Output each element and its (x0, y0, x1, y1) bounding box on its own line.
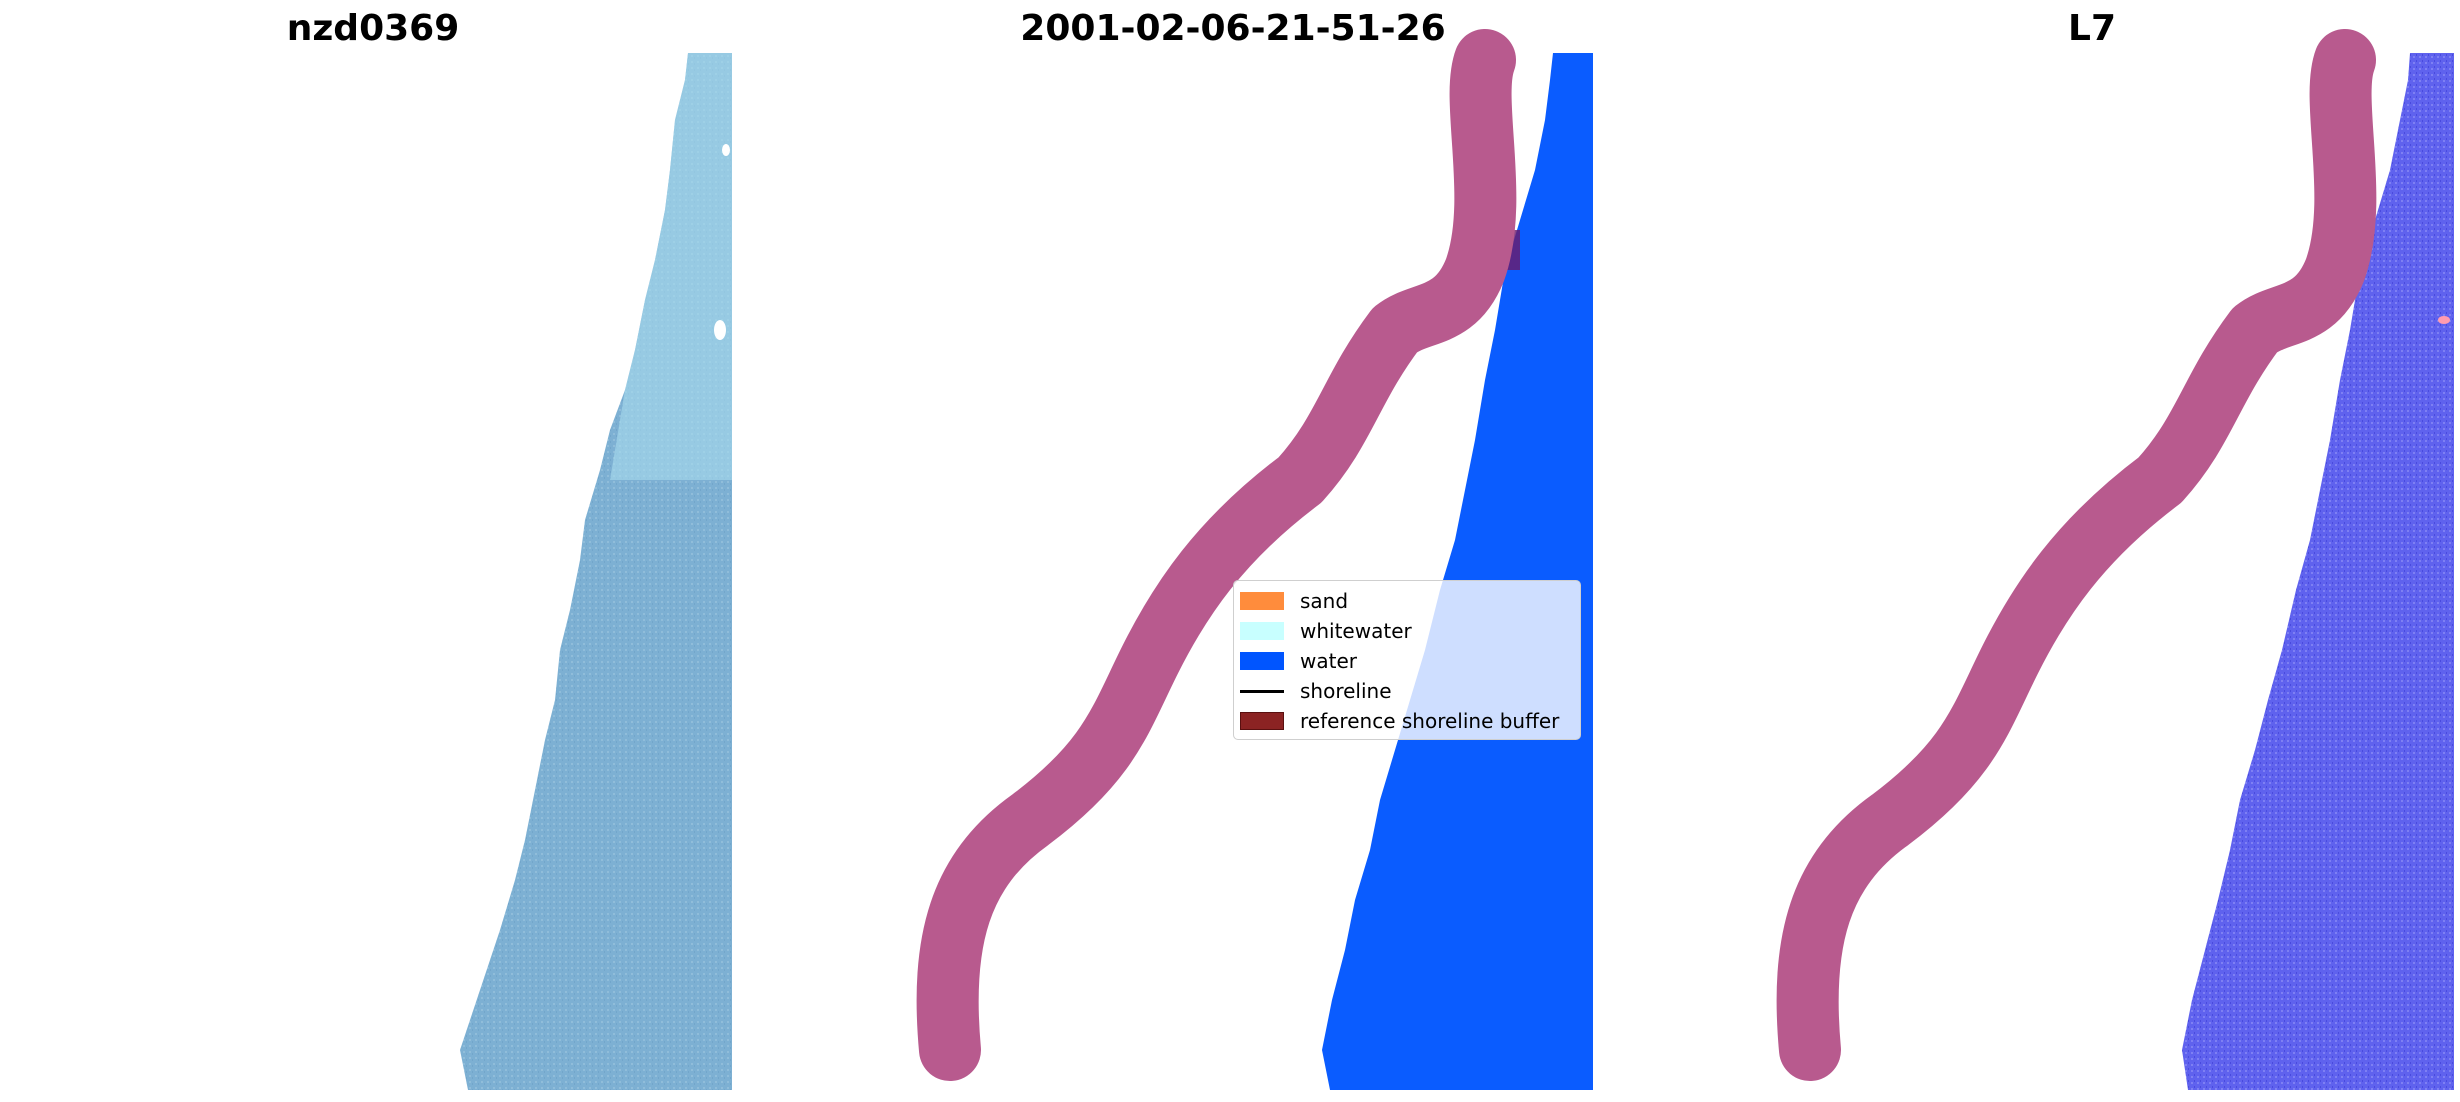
reference-buffer-index (1776, 29, 2377, 1081)
legend-item-water: water (1240, 647, 1357, 675)
water-swatch (1240, 652, 1284, 670)
legend-item-whitewater: whitewater (1240, 617, 1412, 645)
legend-item-shoreline: shoreline (1240, 677, 1392, 705)
panel-title-index: L7 (2068, 8, 2116, 49)
sand-swatch (1240, 592, 1284, 610)
index-image (2182, 53, 2454, 1090)
buffer-swatch (1240, 712, 1284, 730)
panel-title-classified: 2001-02-06-21-51-26 (1020, 8, 1446, 49)
whitewater-swatch (1240, 622, 1284, 640)
legend-label: whitewater (1300, 619, 1412, 643)
legend: sand whitewater water shoreline referenc… (1233, 580, 1581, 740)
legend-item-buffer: reference shoreline buffer (1240, 707, 1559, 735)
panel-title-rgb: nzd0369 (286, 8, 460, 49)
legend-item-sand: sand (1240, 587, 1348, 615)
rgb-image (460, 53, 732, 1090)
legend-label: shoreline (1300, 679, 1392, 703)
reference-buffer-classified (916, 29, 1517, 1081)
legend-label: water (1300, 649, 1357, 673)
legend-label: sand (1300, 589, 1349, 613)
shoreline-swatch (1240, 689, 1284, 693)
legend-label: reference shoreline buffer (1300, 709, 1560, 733)
